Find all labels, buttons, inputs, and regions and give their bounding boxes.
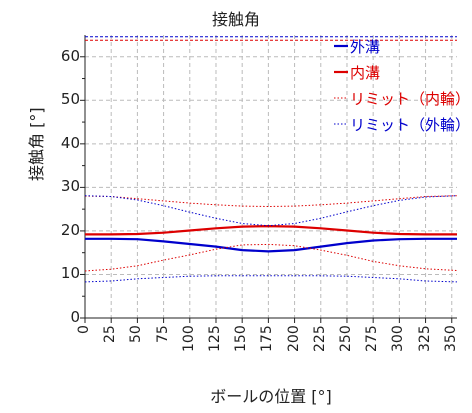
- x-tick-label: 25: [102, 325, 119, 343]
- x-tick-label: 350: [442, 325, 459, 352]
- x-axis-label: ボールの位置 [°]: [210, 387, 332, 406]
- y-axis-label: 接触角 [°]: [27, 107, 46, 181]
- y-tick-label: 50: [60, 90, 80, 109]
- y-tick-label: 60: [60, 46, 80, 65]
- series-line-0: [85, 237, 457, 253]
- x-tick-label: 300: [390, 325, 407, 352]
- y-tick-label: 40: [60, 133, 80, 152]
- legend-label: 外溝: [350, 38, 381, 56]
- series-group: [84, 36, 458, 283]
- legend-label: 内溝: [350, 64, 381, 82]
- x-tick-label: 100: [180, 325, 197, 352]
- legend: [334, 44, 348, 125]
- x-tick-label: 75: [154, 325, 171, 343]
- x-tick-label: 200: [285, 325, 302, 352]
- x-tick-label: 0: [76, 325, 92, 334]
- series-line-2: [84, 243, 458, 272]
- x-tick-label: 275: [364, 325, 381, 352]
- y-tick-label: 10: [60, 264, 80, 283]
- y-tick-label: 0: [70, 308, 80, 326]
- y-tick-label: 30: [60, 177, 80, 196]
- x-tick-label: 50: [128, 325, 145, 343]
- legend-label: リミット（内輪）: [350, 90, 471, 108]
- x-tick-label: 225: [311, 325, 328, 352]
- series-line-5: [84, 275, 458, 283]
- y-tick-label: 20: [60, 220, 80, 239]
- axes: [80, 35, 457, 323]
- series-line-6: [84, 195, 458, 227]
- x-tick-label: 250: [337, 325, 354, 352]
- x-tick-label: 150: [233, 325, 250, 352]
- chart-title: 接触角: [211, 10, 260, 29]
- x-tick-label: 175: [259, 325, 276, 352]
- x-tick-label: 125: [206, 325, 223, 352]
- x-tick-label: 325: [416, 325, 433, 352]
- legend-label: リミット（外輪）: [350, 116, 471, 134]
- series-line-1: [85, 224, 457, 236]
